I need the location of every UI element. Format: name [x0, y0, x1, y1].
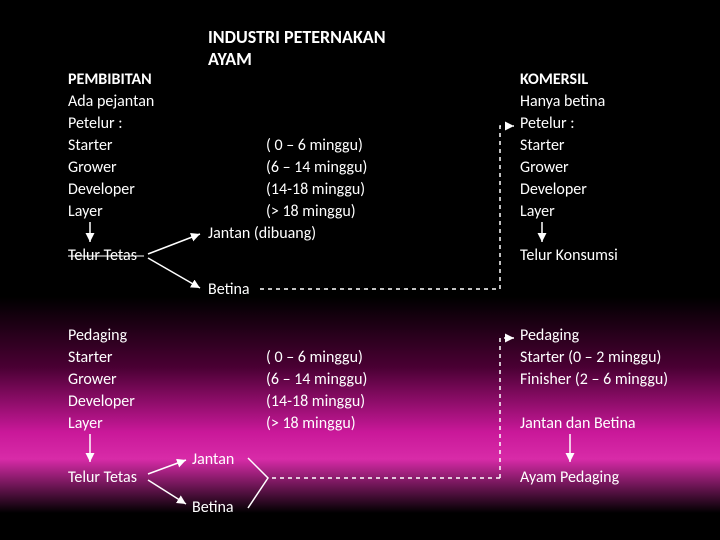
- arrow-tetas-to-jantan-2: [148, 460, 186, 474]
- right-stage-3: Layer: [520, 202, 555, 221]
- mid-range-0: ( 0 – 6 minggu): [266, 136, 363, 155]
- left-telur-tetas: Telur Tetas: [68, 246, 137, 265]
- dash-up-to-petelur: [500, 126, 514, 289]
- right-stage-0: Starter: [520, 136, 564, 155]
- right-pedaging: Pedaging: [520, 326, 579, 345]
- mid2-range-3: (> 18 minggu): [266, 414, 356, 433]
- left-stage-0: Starter: [68, 136, 112, 155]
- right-stage-1: Grower: [520, 158, 569, 177]
- right-ayam: Ayam Pedaging: [520, 468, 619, 487]
- mid2-range-2: (14-18 minggu): [266, 392, 365, 411]
- mid-jantan-1: Jantan (dibuang): [208, 224, 316, 243]
- left2-stage-1: Grower: [68, 370, 117, 389]
- mid-jantan-2: Jantan: [192, 450, 234, 469]
- left-stage-2: Developer: [68, 180, 135, 199]
- slide-root: INDUSTRI PETERNAKAN AYAM PEMBIBITAN Ada …: [0, 0, 720, 540]
- arrow-tetas-to-jantan-1: [148, 234, 200, 254]
- right-heading: KOMERSIL: [520, 70, 588, 89]
- right-petelur: Petelur :: [520, 114, 575, 133]
- brace-bottom: [248, 458, 268, 508]
- left-petelur: Petelur :: [68, 114, 123, 133]
- title-line1: INDUSTRI PETERNAKAN: [208, 26, 386, 48]
- mid-range-2: (14-18 minggu): [266, 180, 365, 199]
- left2-stage-0: Starter: [68, 348, 112, 367]
- left-pedaging: Pedaging: [68, 326, 127, 345]
- right-finisher: Finisher (2 – 6 minggu): [520, 370, 668, 389]
- title-line2: AYAM: [208, 48, 252, 70]
- mid-range-3: (> 18 minggu): [266, 202, 356, 221]
- arrow-tetas-to-betina-1: [148, 258, 200, 288]
- mid2-range-0: ( 0 – 6 minggu): [266, 348, 363, 367]
- right-stage-2: Developer: [520, 180, 587, 199]
- right-sub: Hanya betina: [520, 92, 605, 111]
- left-telur-tetas-2: Telur Tetas: [68, 468, 137, 487]
- mid2-range-1: (6 – 14 minggu): [266, 370, 367, 389]
- dash-up-to-pedaging: [500, 338, 514, 478]
- left2-stage-2: Developer: [68, 392, 135, 411]
- left-stage-1: Grower: [68, 158, 117, 177]
- left-heading: PEMBIBITAN: [68, 70, 152, 89]
- left2-stage-3: Layer: [68, 414, 103, 433]
- right-starter: Starter (0 – 2 minggu): [520, 348, 661, 367]
- left-sub: Ada pejantan: [68, 92, 154, 111]
- mid-betina-2: Betina: [192, 498, 234, 517]
- mid-betina-1: Betina: [208, 280, 250, 299]
- mid-range-1: (6 – 14 minggu): [266, 158, 367, 177]
- right-jdb: Jantan dan Betina: [520, 414, 636, 433]
- arrow-tetas-to-betina-2: [148, 480, 186, 504]
- left-stage-3: Layer: [68, 202, 103, 221]
- right-telur-konsumsi: Telur Konsumsi: [520, 246, 618, 265]
